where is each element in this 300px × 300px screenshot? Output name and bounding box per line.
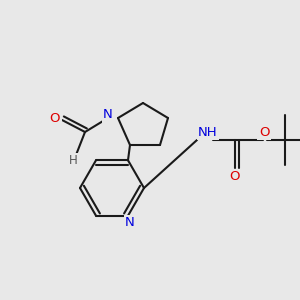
Text: N: N (125, 216, 135, 229)
Text: N: N (103, 109, 113, 122)
Text: O: O (50, 112, 60, 125)
Text: O: O (230, 170, 240, 184)
Text: O: O (259, 125, 269, 139)
Text: NH: NH (198, 125, 218, 139)
Text: H: H (69, 154, 77, 167)
